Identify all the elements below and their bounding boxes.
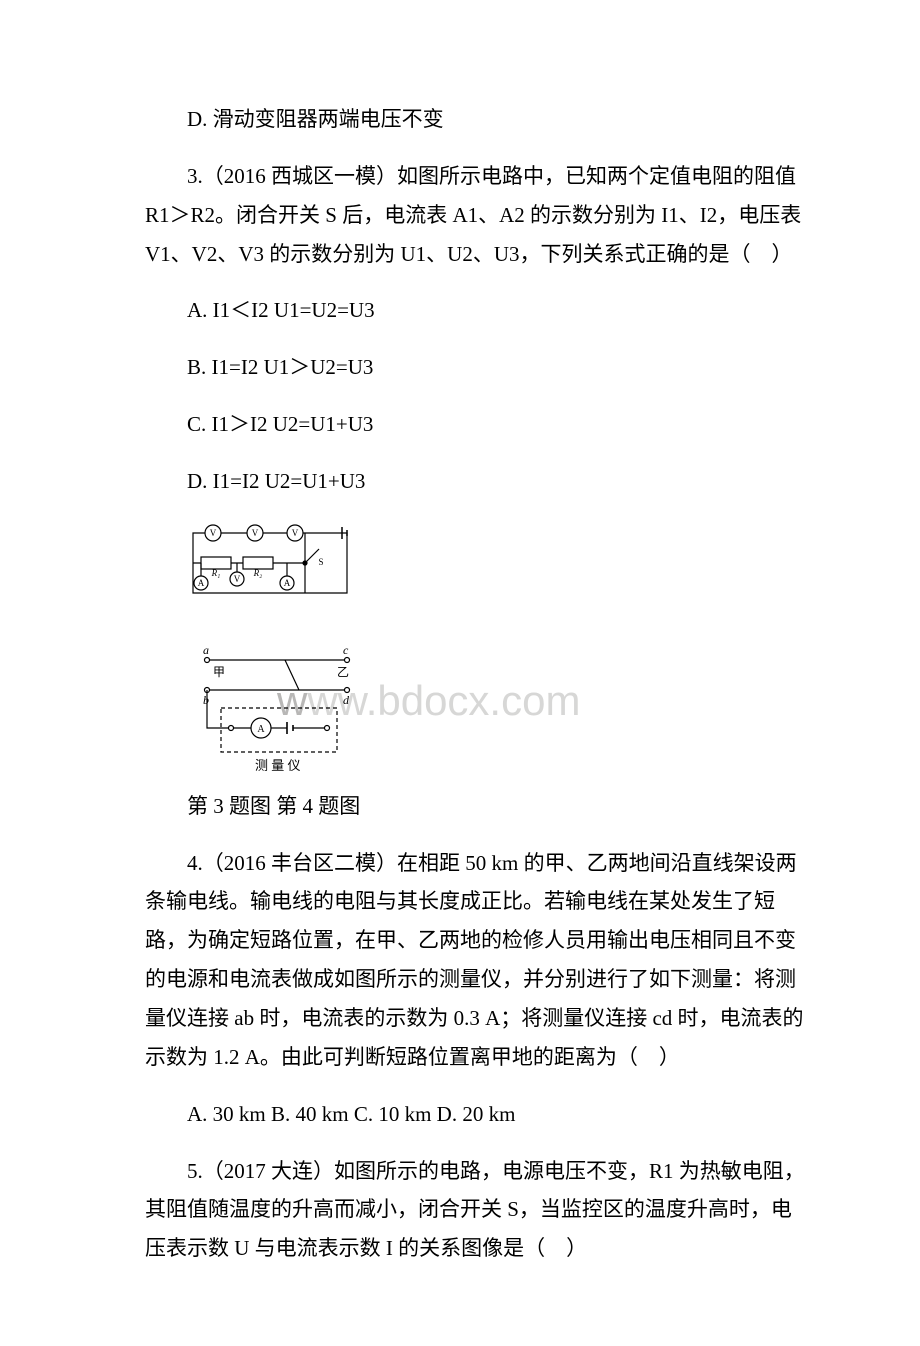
q3-option-c: C. I1＞I2 U2=U1+U3: [145, 405, 805, 444]
q3-option-b: B. I1=I2 U1＞U2=U3: [145, 348, 805, 387]
v-icon: V: [234, 574, 241, 584]
v-icon: V: [252, 528, 259, 538]
q5-stem: 5.（2017 大连）如图所示的电路，电源电压不变，R1 为热敏电阻，其阻值随温…: [145, 1152, 805, 1269]
r2-label: R₂: [253, 568, 263, 578]
a-icon: A: [198, 578, 205, 588]
circuit-diagram-q3: V V V A V A R₁ R₂ S: [187, 519, 805, 632]
meter-label: 测 量 仪: [255, 758, 301, 773]
v-icon: V: [210, 528, 217, 538]
a-icon: A: [257, 724, 265, 735]
v-icon: V: [292, 528, 299, 538]
node-a: a: [203, 643, 209, 657]
node-d: d: [343, 693, 350, 707]
q3-option-a: A. I1＜I2 U1=U2=U3: [145, 291, 805, 330]
s-label: S: [318, 557, 323, 567]
node-c: c: [343, 643, 349, 657]
label-yi: 乙: [337, 665, 349, 679]
q3-stem: 3.（2016 西城区一模）如图所示电路中，已知两个定值电阻的阻值 R1＞R2。…: [145, 157, 805, 274]
r1-label: R₁: [211, 568, 221, 578]
label-jia: 甲: [213, 665, 225, 679]
q2-option-d: D. 滑动变阻器两端电压不变: [145, 100, 805, 139]
q4-stem: 4.（2016 丰台区二模）在相距 50 km 的甲、乙两地间沿直线架设两条输电…: [145, 844, 805, 1077]
node-b: b: [203, 693, 209, 707]
diagram-caption: 第 3 题图 第 4 题图: [145, 787, 805, 826]
circuit-diagram-q4: www.bdocx.com: [187, 642, 805, 777]
a-icon: A: [284, 578, 291, 588]
q3-option-d: D. I1=I2 U2=U1+U3: [145, 462, 805, 501]
q4-options: A. 30 km B. 40 km C. 10 km D. 20 km: [145, 1095, 805, 1134]
